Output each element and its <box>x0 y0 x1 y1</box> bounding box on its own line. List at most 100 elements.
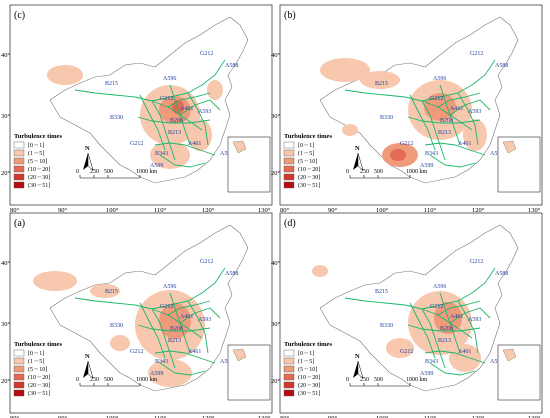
route-label: B215 <box>105 289 118 295</box>
legend-swatch <box>13 389 25 397</box>
route-label: B208 <box>440 118 453 124</box>
legend-swatch <box>13 373 25 381</box>
north-label: N <box>355 353 360 360</box>
panel-overlay-a: (a) 80° 90° 100° 110° 120° 130° 40° 30° 20° G212 A5… <box>1 218 271 418</box>
lat-tick-label: 30° <box>1 321 11 328</box>
route-label: A461 <box>188 141 201 147</box>
route-label: A599 <box>150 371 163 377</box>
route-label: G212 <box>470 259 483 265</box>
route-label: B215 <box>105 81 118 87</box>
route-label: A596 <box>163 76 176 82</box>
route-label: B330 <box>380 323 393 329</box>
north-arrow-icon <box>83 361 88 378</box>
lon-tick-label: 80° <box>280 207 290 214</box>
legend-swatch <box>283 141 295 149</box>
lat-tick-label: 40° <box>271 260 281 267</box>
scale-label: 0 <box>346 169 349 175</box>
lat-tick-label: 20° <box>271 378 281 385</box>
lon-tick-label: 130° <box>258 415 271 418</box>
legend-label: (1 ~ 5] <box>298 358 314 365</box>
scale-label: 500 <box>374 169 383 175</box>
legend-label: (5 ~ 10] <box>28 158 47 165</box>
north-arrow-icon <box>83 153 88 170</box>
route-label: G212 <box>160 304 173 310</box>
route-label: A461 <box>180 106 193 112</box>
scale-label: 500 <box>104 377 113 383</box>
route-label: A461 <box>450 106 463 112</box>
lon-tick-label: 90° <box>58 207 68 214</box>
lat-tick-label: 20° <box>1 170 11 177</box>
legend-swatch <box>283 173 295 181</box>
route-label: B343 <box>155 151 168 157</box>
north-arrow-icon <box>353 153 358 170</box>
lon-tick-label: 110° <box>424 415 437 418</box>
north-label: N <box>355 145 360 152</box>
lon-tick-label: 130° <box>258 207 271 214</box>
scale-label: 250 <box>90 377 99 383</box>
route-label: A588 <box>495 63 508 69</box>
lon-tick-label: 120° <box>202 415 215 418</box>
lon-tick-label: 110° <box>154 415 167 418</box>
lat-tick-label: 40° <box>1 260 11 267</box>
panel-overlay-c: (c) 80° 90° 100° 110° 120° 130° 40° 30° 20° G212 A5… <box>1 10 271 214</box>
legend-label: (30 ~ 51] <box>298 182 320 189</box>
legend-swatch <box>13 365 25 373</box>
legend-title: Turbulence times <box>284 341 332 348</box>
north-label: N <box>85 145 90 152</box>
route-label: A593 <box>468 109 481 115</box>
scale-label: 1000 km <box>406 169 428 175</box>
lon-tick-label: 80° <box>10 415 20 418</box>
panel-overlay-b: (b) 80° 90° 100° 110° 120° 130° 40° 30° 20° G212 A5… <box>271 10 541 214</box>
lat-tick-label: 30° <box>271 113 281 120</box>
legend-swatch <box>283 381 295 389</box>
legend-swatch <box>283 365 295 373</box>
panel-tag: (d) <box>284 218 296 229</box>
route-label: A593 <box>198 317 211 323</box>
legend-swatch <box>13 357 25 365</box>
route-label: B330 <box>110 323 123 329</box>
route-label: B213 <box>168 338 181 344</box>
route-label: G212 <box>200 259 213 265</box>
lat-tick-label: 40° <box>1 52 11 59</box>
route-label: B343 <box>155 359 168 365</box>
scale-label: 0 <box>346 377 349 383</box>
inset-region <box>232 140 247 154</box>
legend-swatch <box>283 165 295 173</box>
lon-tick-label: 120° <box>202 207 215 214</box>
legend-label: [0 ~ 1] <box>298 351 314 357</box>
scale-label: 500 <box>374 377 383 383</box>
route-label: A599 <box>150 163 163 169</box>
lon-tick-label: 90° <box>328 415 338 418</box>
route-label: A593 <box>198 109 211 115</box>
legend-title: Turbulence times <box>284 133 332 140</box>
lat-tick-label: 30° <box>1 113 11 120</box>
legend-title: Turbulence times <box>14 341 62 348</box>
route-label: A461 <box>180 314 193 320</box>
legend-label: (20 ~ 30] <box>28 174 50 181</box>
route-label: A599 <box>490 359 503 365</box>
legend-title: Turbulence times <box>14 133 62 140</box>
legend-label: (1 ~ 5] <box>298 150 314 157</box>
lon-tick-label: 130° <box>528 207 541 214</box>
legend-label: [0 ~ 1] <box>28 351 44 357</box>
lon-tick-label: 120° <box>472 415 485 418</box>
route-label: B330 <box>380 115 393 121</box>
north-arrow-icon <box>357 152 364 171</box>
route-label: A599 <box>220 151 233 157</box>
legend-label: (20 ~ 30] <box>28 382 50 389</box>
route-label: G212 <box>130 349 143 355</box>
route-label: A588 <box>495 271 508 277</box>
lon-tick-label: 90° <box>328 207 338 214</box>
route-label: G212 <box>470 51 483 57</box>
north-arrow-icon <box>353 361 358 378</box>
scale-label: 500 <box>104 169 113 175</box>
panel-tag: (a) <box>14 218 25 229</box>
legend-swatch <box>13 173 25 181</box>
lon-tick-label: 110° <box>154 207 167 214</box>
route-label: B343 <box>425 151 438 157</box>
lon-tick-label: 90° <box>58 415 68 418</box>
route-label: B213 <box>438 130 451 136</box>
scale-label: 1000 km <box>136 169 158 175</box>
lon-tick-label: 100° <box>376 415 389 418</box>
route-label: B208 <box>440 326 453 332</box>
